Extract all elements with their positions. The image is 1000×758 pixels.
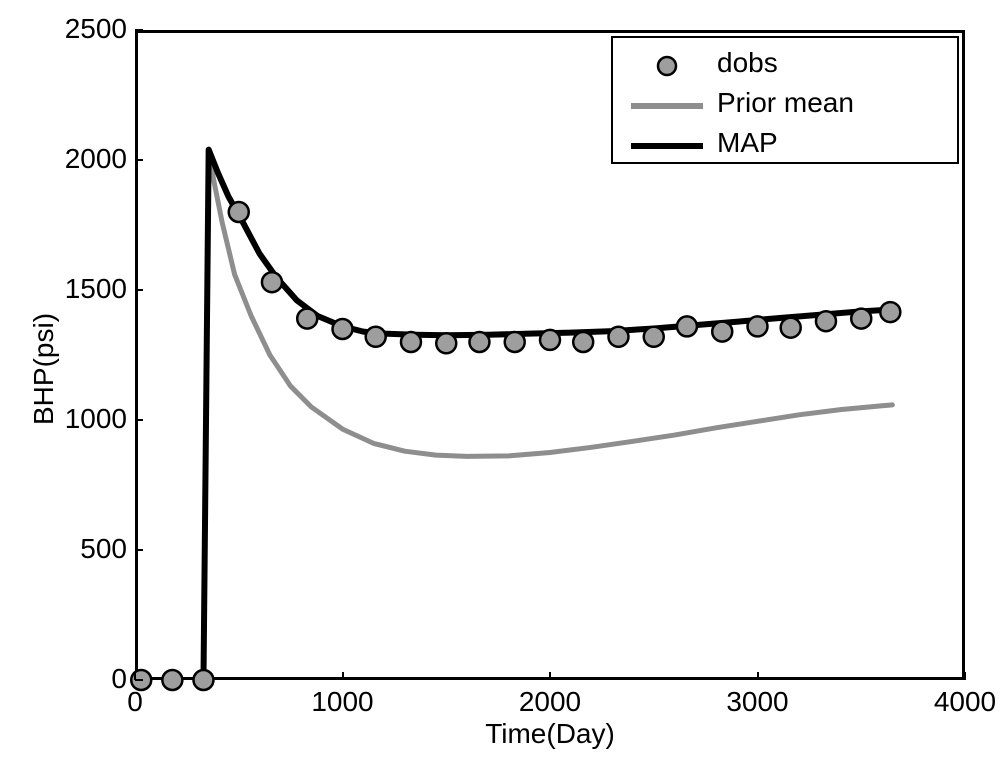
x-tick [549,672,551,680]
series-marker [366,327,386,347]
y-tick [135,29,143,31]
legend-label: Prior mean [707,87,854,119]
legend-row: dobs [627,46,778,80]
x-tick [342,672,344,680]
series-marker [436,333,456,353]
series-marker [193,670,213,690]
legend-row: MAP [627,126,778,160]
x-tick-label: 3000 [708,686,808,718]
y-tick-label: 0 [17,663,127,695]
series-marker [262,272,282,292]
legend-row: Prior mean [627,86,854,120]
figure: BHP(psi) Time(Day) dobsPrior meanMAP 010… [0,0,1000,758]
series-marker [333,319,353,339]
series-marker [505,332,525,352]
series-marker [573,332,593,352]
x-tick [964,672,966,680]
series-marker [880,302,900,322]
series-marker [851,309,871,329]
series-marker [816,311,836,331]
x-axis-label: Time(Day) [400,718,700,750]
series-marker [297,309,317,329]
series-marker [644,327,664,347]
y-tick [135,419,143,421]
legend-label: dobs [707,47,778,79]
y-tick-label: 1000 [17,403,127,435]
x-tick [757,672,759,680]
legend-swatch [627,131,707,155]
series-marker [401,332,421,352]
y-tick-label: 2500 [17,13,127,45]
series-marker [229,202,249,222]
x-tick-label: 1000 [293,686,393,718]
legend-swatch [627,91,707,115]
y-tick [135,289,143,291]
y-tick-label: 500 [17,533,127,565]
y-tick-label: 2000 [17,143,127,175]
y-tick [135,159,143,161]
y-tick [135,679,143,681]
y-tick-label: 1500 [17,273,127,305]
x-tick-label: 2000 [500,686,600,718]
legend-swatch [627,51,707,75]
series-marker [540,330,560,350]
legend-label: MAP [707,127,778,159]
series-marker [608,327,628,347]
series-marker [748,316,768,336]
series-line [135,150,892,680]
series-marker [677,316,697,336]
x-tick-label: 4000 [915,686,1000,718]
series-marker [781,318,801,338]
legend: dobs Prior mean MAP [611,36,959,164]
y-tick [135,549,143,551]
series-marker [712,322,732,342]
series-marker [469,332,489,352]
